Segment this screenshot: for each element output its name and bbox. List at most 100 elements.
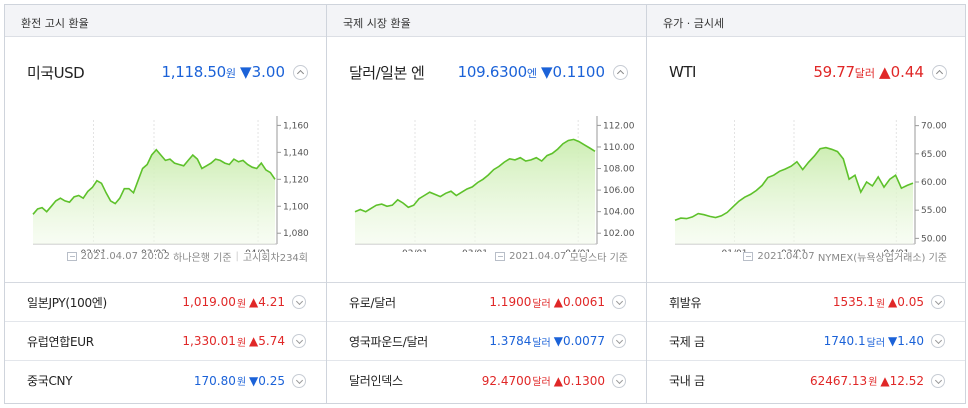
item-unit: 달러 [532,337,551,349]
item-arrow: ▲ [880,373,890,388]
item-arrow: ▲ [553,295,563,309]
rate-list: 유로/달러 1.1900 달러 ▲ 0.0061 영국파운드/달러 1.3784… [327,283,646,400]
item-arrow: ▲ [553,373,563,388]
expand-chevron-icon[interactable] [931,295,945,309]
x-tick-label: 03/02 [141,249,167,252]
col-exchange: 환전 고시 환율 미국USD 1,118.50 원 ▼ 3.00 02/01 03… [5,5,327,403]
item-price: 1.1900 [489,295,532,309]
series-line [32,148,276,215]
main-rate-arrow: ▼ [540,63,553,81]
y-tick-label: 1,140 [283,148,309,158]
y-tick-label: 65.00 [921,150,947,160]
expand-chevron-icon[interactable] [292,373,306,388]
item-arrow: ▲ [888,295,898,309]
expand-chevron-icon[interactable] [292,334,306,348]
item-price: 1740.1 [823,334,866,348]
list-item[interactable]: 일본JPY(100엔) 1,019.00 원 ▲ 4.21 [5,283,326,322]
collapse-chevron-icon[interactable] [613,64,628,80]
x-tick-label: 04/01 [245,249,271,252]
main-rate-panel[interactable]: 미국USD 1,118.50 원 ▼ 3.00 02/01 03/02 04/01 1… [5,37,326,283]
main-rate-price: 1,118.50 [161,63,227,81]
item-name: 휘발유 [669,295,702,310]
item-change: 0.0077 [563,334,605,348]
collapse-chevron-icon[interactable] [932,64,947,80]
main-rate-price: 59.77 [813,63,855,81]
item-change: 4.21 [258,295,285,309]
item-change: 12.52 [889,373,924,388]
section-title: 환전 고시 환율 [5,5,326,37]
list-item[interactable]: 중국CNY 170.80 원 ▼ 0.25 [5,361,326,400]
rate-list: 휘발유 1535.1 원 ▲ 0.05 국제 금 1740.1 달러 ▼ 1.4… [647,283,965,400]
item-name: 유로/달러 [349,295,396,310]
source-extra: 고시회차234회 [242,253,308,264]
x-tick-label: 02/01 [402,249,428,252]
series-area [33,149,275,244]
item-arrow: ▼ [888,334,898,348]
list-item[interactable]: 유럽연합EUR 1,330.01 원 ▲ 5.74 [5,322,326,361]
source-date: 2021.04.07 [757,251,815,262]
col-intl-market: 국제 시장 환율 달러/일본 엔 109.6300 엔 ▼ 0.1100 02/… [327,5,647,403]
series-area [675,147,913,244]
main-rate-name: 미국USD [27,63,85,82]
list-item[interactable]: 유로/달러 1.1900 달러 ▲ 0.0061 [327,283,646,322]
source-date: 2021.04.07 20:02 [80,251,170,262]
collapse-chevron-icon[interactable] [293,64,308,80]
source-name: NYMEX(뉴욕상업거래소) 기준 [817,253,947,264]
y-tick-label: 104.00 [603,208,635,218]
y-tick-label: 1,080 [283,229,309,239]
series-line [674,146,914,222]
item-arrow: ▲ [249,295,259,309]
list-item[interactable]: 국제 금 1740.1 달러 ▼ 1.40 [647,322,965,361]
item-price: 92.4700 [481,373,532,388]
main-rate-unit: 달러 [854,67,876,80]
list-item[interactable]: 휘발유 1535.1 원 ▲ 0.05 [647,283,965,322]
item-price: 1535.1 [832,295,875,309]
section-title: 유가 · 금시세 [647,5,965,37]
expand-chevron-icon[interactable] [292,295,306,309]
main-rate-price: 109.6300 [457,63,527,81]
expand-chevron-icon[interactable] [612,295,626,309]
item-price: 62467.13 [809,373,868,388]
main-rate-panel[interactable]: WTI 59.77 달러 ▲ 0.44 01/01 03/01 04/01 70.00… [647,37,965,283]
y-tick-label: 110.00 [603,143,635,153]
item-unit: 원 [875,298,886,310]
main-rate-unit: 원 [225,67,237,80]
x-tick-label: 01/01 [722,249,748,252]
list-item[interactable]: 달러인덱스 92.4700 달러 ▲ 0.1300 [327,361,646,400]
y-tick-label: 106.00 [603,186,635,196]
document-icon [743,252,754,261]
list-item[interactable]: 국내 금 62467.13 원 ▲ 12.52 [647,361,965,400]
item-unit: 원 [868,377,878,388]
list-item[interactable]: 영국파운드/달러 1.3784 달러 ▼ 0.0077 [327,322,646,361]
main-rate-panel[interactable]: 달러/일본 엔 109.6300 엔 ▼ 0.1100 02/01 03/01 04… [327,37,646,283]
item-change: 0.1300 [563,373,605,388]
item-name: 유럽연합EUR [27,334,94,349]
x-tick-label: 03/01 [781,249,807,252]
main-rate-arrow: ▼ [240,63,252,81]
expand-chevron-icon[interactable] [931,373,945,388]
rate-chart: 01/01 03/01 04/01 70.00 65.00 60.00 55.00 50.00 [674,116,947,252]
main-rate-change: 0.44 [890,63,924,81]
series-area [355,139,595,244]
item-price: 170.80 [193,373,236,388]
y-tick-label: 112.00 [603,121,635,131]
y-tick-label: 102.00 [603,229,635,239]
expand-chevron-icon[interactable] [931,334,945,348]
item-price: 1,019.00 [182,295,236,309]
expand-chevron-icon[interactable] [612,334,626,348]
x-tick-label: 02/01 [81,249,107,252]
item-arrow: ▼ [249,373,259,388]
item-unit: 달러 [866,337,886,349]
item-change: 1.40 [897,334,924,348]
x-tick-label: 04/01 [565,249,591,252]
item-price: 1.3784 [489,334,532,348]
item-name: 국제 금 [669,334,705,349]
expand-chevron-icon[interactable] [612,373,626,388]
item-unit: 달러 [532,377,551,388]
exchange-rate-widget: 환전 고시 환율 미국USD 1,118.50 원 ▼ 3.00 02/01 03… [4,4,966,404]
item-name: 영국파운드/달러 [349,334,428,349]
source-info: 2021.04.07 모닝스타 기준 [495,249,628,264]
col-oil-gold: 유가 · 금시세 WTI 59.77 달러 ▲ 0.44 01/0103/010… [647,5,965,403]
item-change: 0.05 [897,295,924,309]
item-arrow: ▲ [249,334,259,348]
